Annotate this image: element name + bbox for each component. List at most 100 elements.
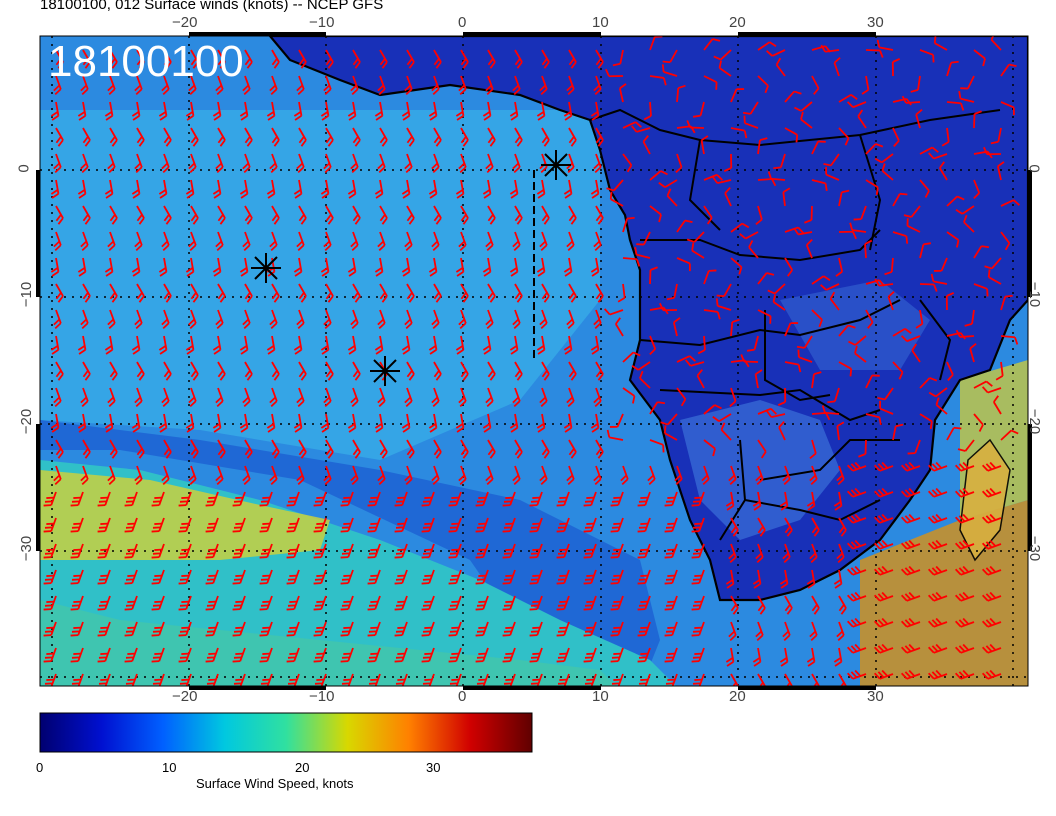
wind-barb — [556, 569, 570, 585]
wind-barb — [395, 673, 408, 686]
wind-barb — [70, 543, 84, 559]
wind-barb — [232, 543, 246, 559]
wind-barb — [421, 569, 435, 585]
wind-barb — [212, 257, 222, 277]
y-tick-left: 0 — [15, 164, 33, 173]
wind-barb — [805, 238, 813, 259]
wind-barb — [377, 465, 386, 486]
wind-barb — [433, 439, 442, 459]
wind-barb — [536, 179, 546, 199]
wind-barb — [460, 361, 469, 381]
wind-barb — [541, 283, 550, 303]
wind-barb — [421, 595, 435, 611]
wind-barb — [406, 283, 415, 303]
wind-barb — [340, 621, 354, 637]
wind-barb — [865, 179, 879, 196]
wind-barb — [728, 621, 737, 642]
wind-barb — [82, 361, 91, 381]
wind-barb — [691, 491, 705, 507]
wind-barb — [269, 231, 278, 252]
wind-barb — [846, 513, 867, 524]
wind-barb — [421, 491, 435, 507]
wind-barb — [377, 309, 386, 330]
wind-barb — [773, 153, 786, 170]
wind-barb — [595, 361, 604, 381]
wind-barb — [448, 543, 462, 559]
wind-barb — [691, 569, 705, 585]
wind-barb — [131, 413, 141, 433]
wind-barb — [293, 179, 303, 199]
wind-barb — [475, 517, 489, 533]
wind-barb — [927, 617, 948, 628]
wind-barb — [286, 621, 300, 637]
wind-barb — [377, 75, 386, 96]
wind-barb — [239, 335, 249, 355]
wind-barb — [163, 439, 172, 459]
wind-barb — [779, 569, 789, 589]
wind-barb — [313, 569, 327, 585]
wind-barb — [610, 595, 624, 611]
wind-barb — [514, 127, 523, 147]
y-tick-left: −20 — [18, 408, 36, 435]
wind-barb — [124, 491, 138, 507]
wind-barb — [340, 491, 354, 507]
wind-barb — [757, 272, 775, 285]
wind-barb — [757, 41, 777, 51]
wind-barb — [178, 517, 192, 533]
wind-barb — [715, 298, 732, 311]
wind-barb — [71, 673, 84, 686]
wind-barb — [846, 539, 867, 550]
wind-barb — [833, 569, 843, 589]
wind-barb — [269, 75, 278, 96]
wind-barb — [720, 422, 732, 441]
wind-barb — [485, 231, 494, 252]
wind-barb — [340, 595, 354, 611]
wind-barb — [188, 231, 197, 252]
wind-barb — [82, 439, 91, 459]
wind-barb — [881, 163, 894, 181]
wind-barb — [927, 461, 948, 472]
wind-barb — [367, 621, 381, 637]
wind-barb — [151, 491, 165, 507]
wind-barb — [323, 153, 332, 174]
wind-barb — [406, 439, 415, 459]
wind-barb — [637, 647, 651, 663]
wind-barb — [401, 179, 411, 199]
wind-barb — [891, 58, 901, 77]
wind-barb — [151, 595, 165, 611]
wind-barb — [675, 153, 683, 174]
wind-barb — [649, 170, 668, 181]
wind-barb — [448, 517, 462, 533]
station-marker — [541, 150, 571, 180]
wind-barb — [784, 517, 793, 537]
wind-barb — [421, 517, 435, 533]
wind-barb — [293, 101, 303, 121]
wind-barb — [724, 187, 732, 207]
wind-barb — [205, 569, 219, 585]
wind-barb — [50, 257, 60, 277]
wind-barb — [233, 673, 246, 686]
wind-barb — [541, 439, 550, 459]
wind-barb — [605, 68, 624, 78]
wind-barb — [887, 290, 895, 311]
wind-barb — [298, 49, 307, 69]
wind-barb — [566, 309, 575, 330]
wind-barb — [529, 595, 543, 611]
wind-barb — [622, 351, 641, 363]
wind-barb — [205, 647, 219, 663]
wind-barb — [593, 309, 602, 330]
wind-barb — [449, 673, 462, 686]
wind-barb — [109, 361, 118, 381]
wind-barb — [861, 75, 870, 95]
wind-barb — [900, 335, 921, 343]
wind-barb — [757, 595, 766, 615]
wind-barb — [1000, 231, 1011, 251]
wind-barb — [487, 127, 496, 147]
wind-barb — [703, 404, 722, 415]
wind-barb — [242, 75, 251, 96]
wind-barb — [458, 231, 467, 252]
wind-barb — [320, 257, 330, 277]
wind-barb — [313, 543, 327, 559]
wind-barb — [190, 205, 199, 225]
wind-barb — [809, 439, 817, 459]
